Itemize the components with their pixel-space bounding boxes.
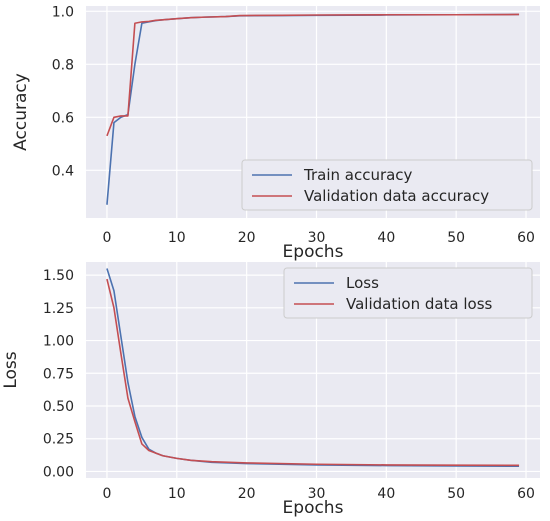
x-tick-label: 20 (238, 230, 256, 246)
accuracy-y-ticks: 0.4 0.6 0.8 1.0 (52, 4, 74, 179)
x-tick-label: 40 (377, 230, 395, 246)
accuracy-lines (106, 13, 520, 205)
accuracy-legend-box (241, 159, 533, 211)
loss-x-ticks: 0 10 20 30 40 50 60 (102, 486, 534, 502)
y-tick-label: 1.50 (43, 268, 74, 284)
series-line-1 (106, 278, 520, 467)
x-tick-label: 30 (308, 486, 326, 502)
accuracy-x-axis-label: Epochs (283, 242, 344, 262)
x-tick-label: 10 (168, 486, 186, 502)
y-tick-label: 0.4 (52, 163, 74, 179)
legend-label-loss: Loss (346, 274, 379, 292)
y-tick-label: 0.75 (43, 366, 74, 382)
y-tick-label: 1.0 (52, 4, 74, 20)
y-tick-label: 1.00 (43, 334, 74, 350)
accuracy-subplot: 0 10 20 30 40 50 60 0.4 0.6 0.8 1.0 Epochs Accura… (11, 4, 540, 262)
accuracy-y-axis-label: Accuracy (11, 73, 31, 151)
accuracy-legend: Train accuracy Validation data accuracy (241, 159, 533, 211)
legend-label-validation-loss: Validation data loss (346, 295, 493, 313)
x-tick-label: 50 (447, 230, 465, 246)
y-tick-label: 0.00 (43, 464, 74, 480)
x-tick-label: 10 (168, 230, 186, 246)
x-tick-label: 60 (517, 486, 535, 502)
legend-label-train-accuracy: Train accuracy (303, 166, 413, 184)
y-tick-label: 0.50 (43, 399, 74, 415)
loss-legend: Loss Validation data loss (283, 267, 533, 319)
x-tick-label: 50 (447, 486, 465, 502)
series-line-1 (106, 13, 520, 137)
loss-subplot: 0 10 20 30 40 50 60 0.00 0.25 0.50 0.75 1.00 1.25 1.… (1, 262, 540, 518)
accuracy-x-ticks: 0 10 20 30 40 50 60 (102, 230, 534, 246)
y-tick-label: 0.25 (43, 432, 74, 448)
loss-x-axis-label: Epochs (283, 498, 344, 518)
x-tick-label: 30 (308, 230, 326, 246)
x-tick-label: 0 (102, 230, 111, 246)
x-tick-label: 40 (377, 486, 395, 502)
loss-y-ticks: 0.00 0.25 0.50 0.75 1.00 1.25 1.50 (43, 268, 74, 480)
x-tick-label: 20 (238, 486, 256, 502)
loss-lines (106, 268, 520, 468)
loss-y-axis-label: Loss (1, 351, 21, 388)
y-tick-label: 1.25 (43, 301, 74, 317)
x-tick-label: 60 (517, 230, 535, 246)
y-tick-label: 0.6 (52, 110, 74, 126)
legend-label-validation-accuracy: Validation data accuracy (304, 187, 489, 205)
y-tick-label: 0.8 (52, 57, 74, 73)
x-tick-label: 0 (102, 486, 111, 502)
loss-legend-box (283, 267, 533, 319)
